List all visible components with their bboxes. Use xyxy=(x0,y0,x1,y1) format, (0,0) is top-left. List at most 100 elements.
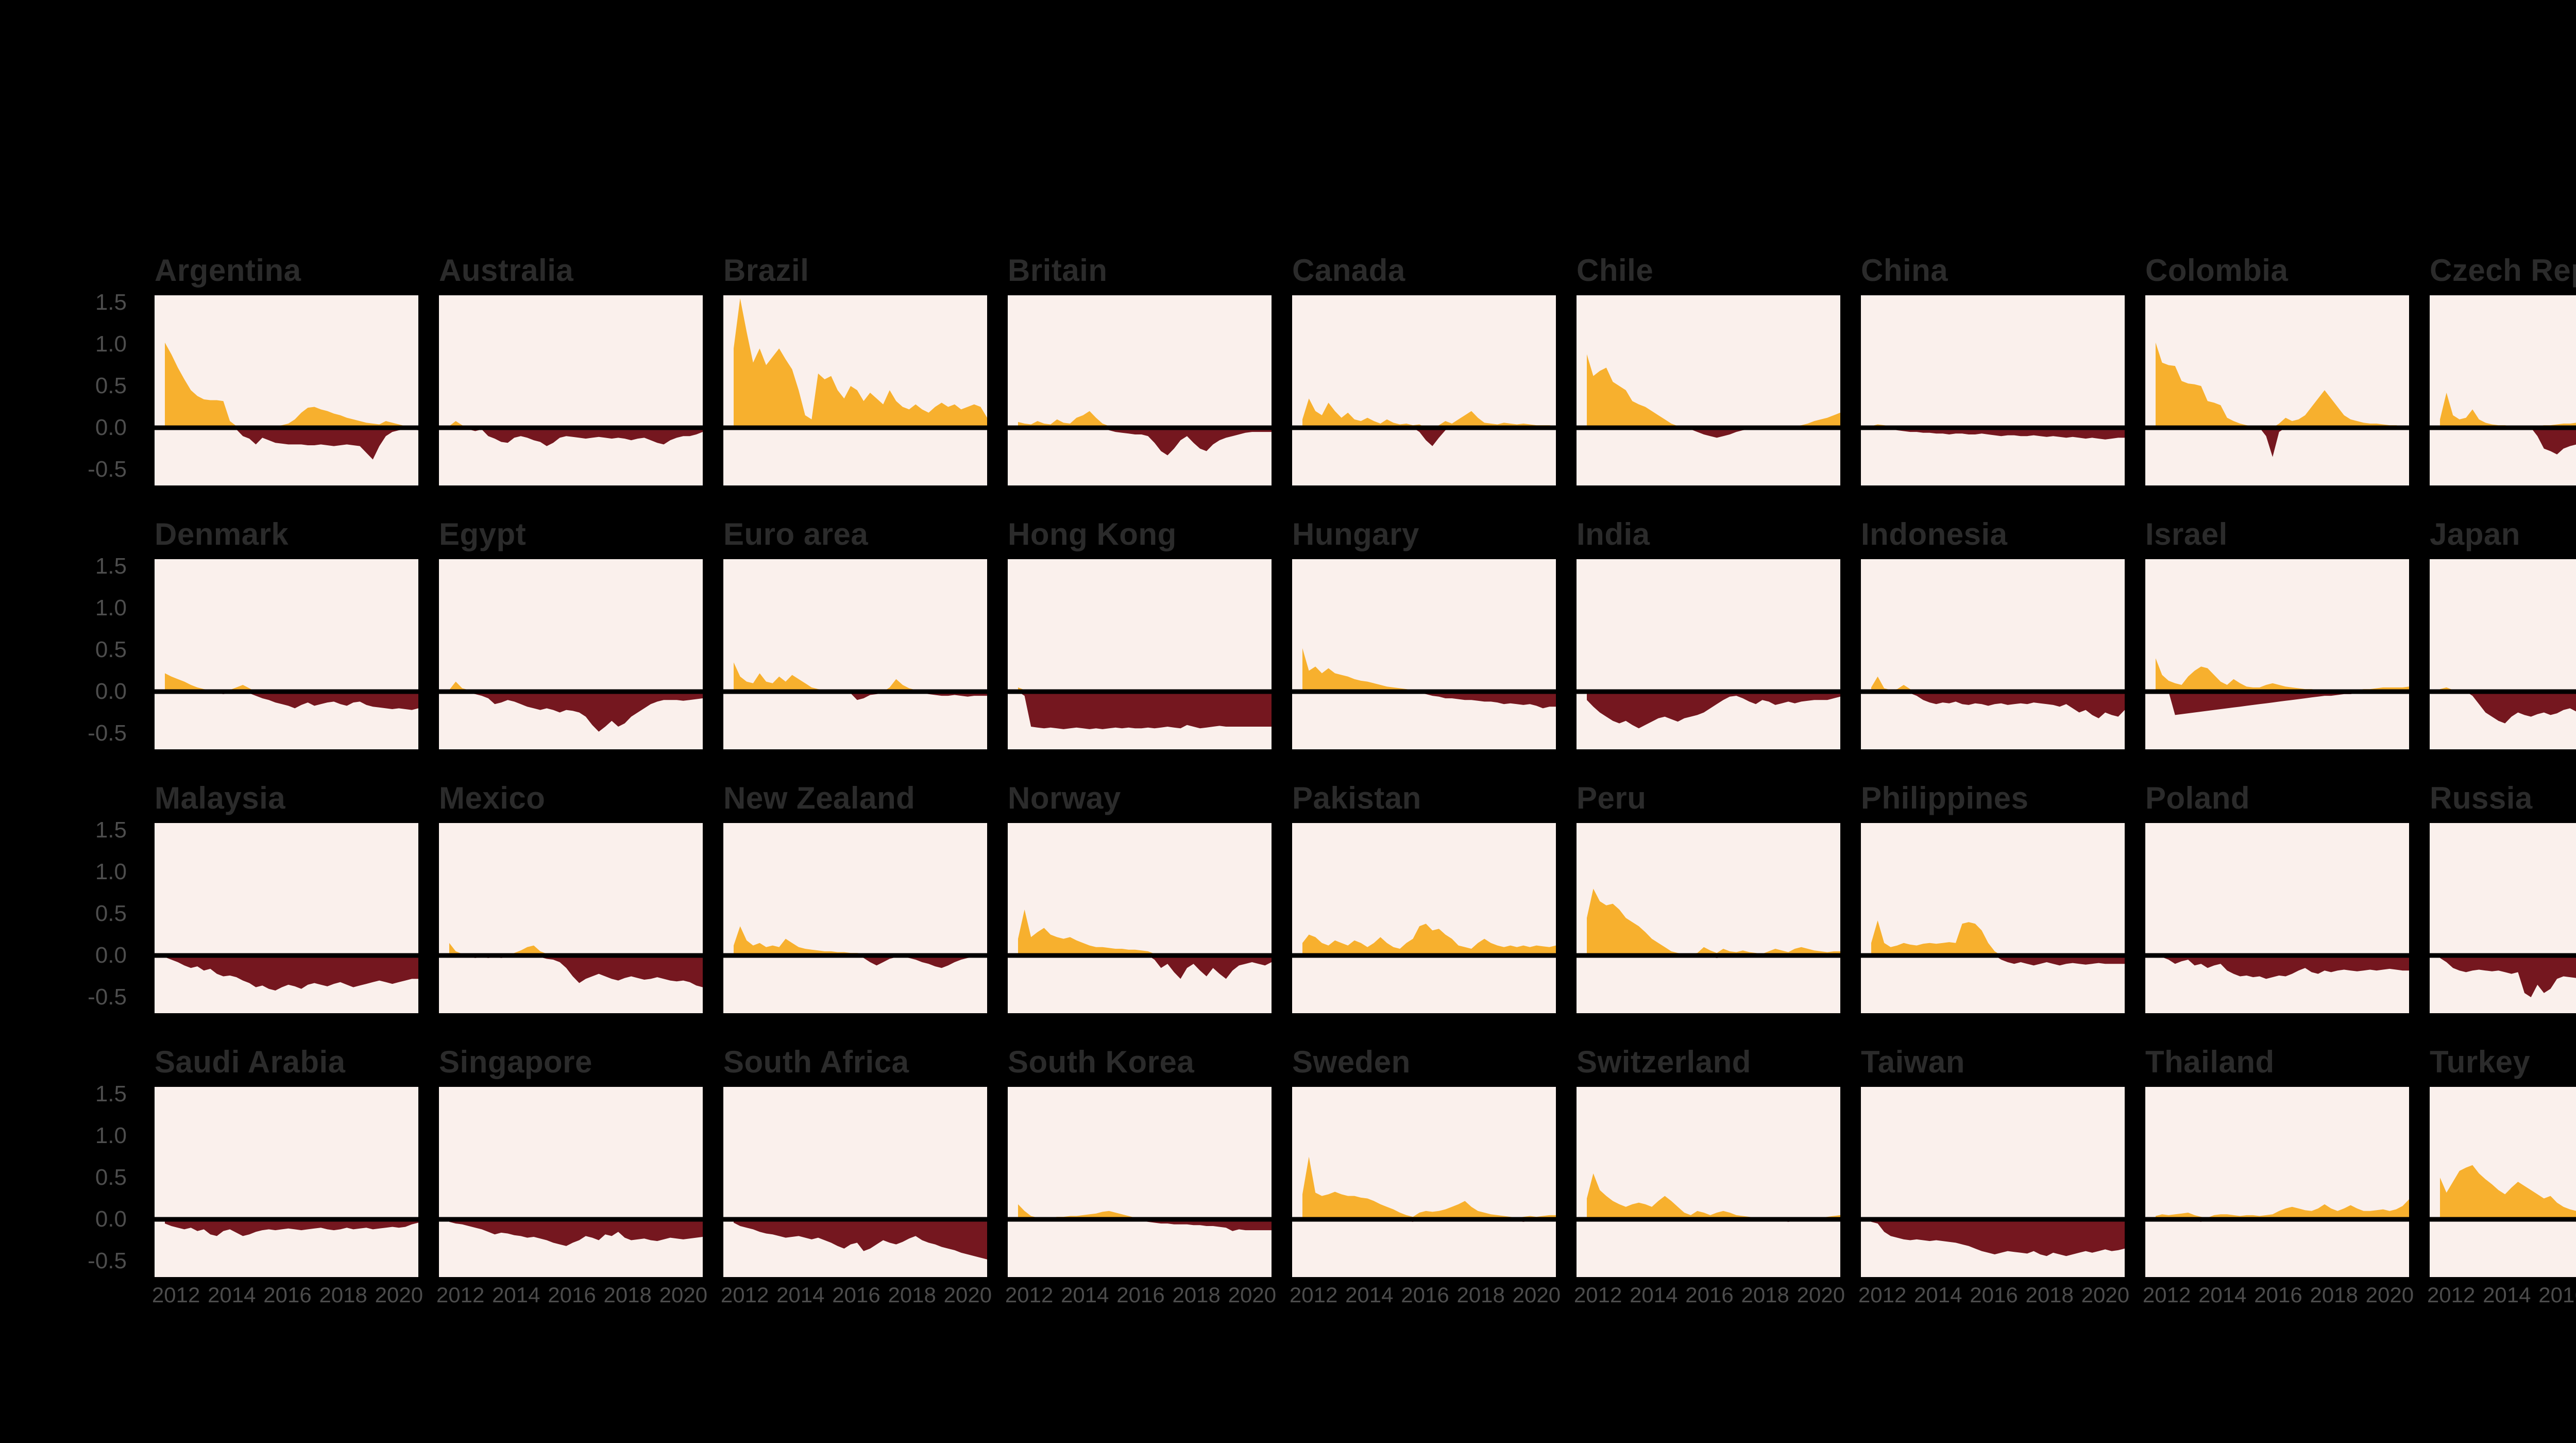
x-tick-label: 2020 xyxy=(2365,1283,2414,1307)
y-tick-label: 0.5 xyxy=(95,901,127,926)
positive-area xyxy=(1587,888,1840,955)
y-tick-label: 1.5 xyxy=(95,290,127,315)
x-tick-label: 2012 xyxy=(2427,1283,2476,1307)
negative-area xyxy=(1302,692,1556,709)
panel-title: Malaysia xyxy=(155,781,286,815)
y-tick-label: 0.0 xyxy=(95,1206,127,1232)
negative-area xyxy=(734,1219,987,1260)
panel-title: Britain xyxy=(1008,253,1108,288)
x-tick-label: 2018 xyxy=(888,1283,936,1307)
x-tick-label: 2020 xyxy=(659,1283,708,1307)
panel-title: Hungary xyxy=(1292,517,1419,551)
x-tick-label: 2012 xyxy=(151,1283,200,1307)
area-chart xyxy=(2145,295,2409,485)
x-tick-label: 2016 xyxy=(1116,1283,1165,1307)
x-tick-label: 2020 xyxy=(2081,1283,2130,1307)
x-tick-label: 2018 xyxy=(603,1283,652,1307)
panel-philippines: Philippines xyxy=(1861,777,2125,1013)
y-tick-label: -0.5 xyxy=(88,457,127,482)
y-tick-label: 1.5 xyxy=(95,1081,127,1106)
negative-area xyxy=(165,692,418,710)
area-chart xyxy=(1008,1087,1272,1277)
x-tick-label: 2016 xyxy=(2254,1283,2302,1307)
negative-area xyxy=(2156,955,2409,979)
chart-header xyxy=(0,0,2576,249)
y-tick-label: 1.0 xyxy=(95,859,127,884)
negative-area xyxy=(165,428,418,460)
panel-poland: Poland xyxy=(2145,777,2409,1013)
panel-switzerland: Switzerland 2012 2014 2016 2018 2020 xyxy=(1574,1041,1845,1307)
y-tick-label: 1.5 xyxy=(95,553,127,579)
area-chart xyxy=(723,559,987,749)
area-chart xyxy=(2145,823,2409,1013)
positive-area xyxy=(1018,1204,1272,1219)
area-chart xyxy=(1861,559,2125,749)
panel-title: Brazil xyxy=(723,253,809,288)
negative-area xyxy=(2440,1219,2576,1254)
negative-area xyxy=(1871,1219,2125,1256)
y-tick-label: 0.0 xyxy=(95,415,127,440)
negative-area xyxy=(1871,428,2125,440)
panel-new-zealand: New Zealand xyxy=(723,777,987,1013)
panel-pakistan: Pakistan xyxy=(1292,777,1556,1013)
x-tick-label: 2012 xyxy=(2142,1283,2191,1307)
panel-title: Poland xyxy=(2145,781,2250,815)
panel-title: Norway xyxy=(1008,781,1121,815)
panel-chile: Chile xyxy=(1577,249,1840,485)
area-chart xyxy=(1577,295,1840,485)
x-axis-tick-labels: 2012 2014 2016 2018 2020 xyxy=(1005,1283,1276,1314)
x-tick-label: 2016 xyxy=(1685,1283,1734,1307)
x-tick-label: 2018 xyxy=(1741,1283,1789,1307)
negative-area xyxy=(2156,692,2409,715)
positive-area xyxy=(2156,1199,2409,1219)
panel-hong-kong: Hong Kong xyxy=(1008,513,1272,749)
panel-title: Switzerland xyxy=(1577,1045,1751,1079)
panel-singapore: Singapore 2012 2014 2016 2018 2020 xyxy=(436,1041,707,1307)
x-tick-label: 2016 xyxy=(1970,1283,2018,1307)
panel-title: Sweden xyxy=(1292,1045,1411,1079)
panel-israel: Israel xyxy=(2145,513,2409,749)
negative-area xyxy=(734,955,987,968)
y-tick-label: 1.0 xyxy=(95,331,127,357)
area-chart xyxy=(439,1087,703,1277)
y-axis-tick-labels: 1.5 1.0 0.5 0.0 -0.5 xyxy=(0,290,134,485)
x-tick-label: 2020 xyxy=(375,1283,423,1307)
panel-title: Colombia xyxy=(2145,253,2289,288)
positive-area xyxy=(734,298,987,428)
panel-indonesia: Indonesia xyxy=(1861,513,2125,749)
negative-area xyxy=(1587,428,1840,438)
area-chart xyxy=(147,1087,418,1277)
y-axis-spacer xyxy=(0,777,134,823)
negative-area xyxy=(1018,428,1272,456)
y-axis-tick-labels: 1.5 1.0 0.5 0.0 -0.5 xyxy=(0,553,134,749)
negative-area xyxy=(449,955,703,987)
panel-india: India xyxy=(1577,513,1840,749)
panel-taiwan: Taiwan 2012 2014 2016 2018 2020 xyxy=(1858,1041,2129,1307)
y-tick-label: 0.0 xyxy=(95,943,127,968)
panel-title: Euro area xyxy=(723,517,869,551)
x-tick-label: 2016 xyxy=(263,1283,312,1307)
area-chart xyxy=(439,559,703,749)
panel-title: Peru xyxy=(1577,781,1647,815)
panel-title: South Africa xyxy=(723,1045,909,1079)
y-tick-label: 0.0 xyxy=(95,679,127,704)
panel-title: Pakistan xyxy=(1292,781,1421,815)
negative-area xyxy=(165,1219,418,1236)
x-tick-label: 2016 xyxy=(1401,1283,1449,1307)
positive-area xyxy=(1871,920,2125,955)
x-tick-label: 2014 xyxy=(1345,1283,1394,1307)
positive-area xyxy=(1302,924,1556,955)
area-chart xyxy=(1292,1087,1556,1277)
panel-title: South Korea xyxy=(1008,1045,1195,1079)
y-tick-label: 1.5 xyxy=(95,817,127,843)
y-axis-spacer xyxy=(0,513,134,559)
panel-title: Singapore xyxy=(439,1045,592,1079)
negative-area xyxy=(1871,692,2125,718)
panel-colombia: Colombia xyxy=(2145,249,2409,485)
area-chart xyxy=(1008,559,1272,749)
panel-denmark: Denmark xyxy=(147,513,418,749)
area-chart xyxy=(147,559,418,749)
positive-area xyxy=(1302,648,1556,692)
area-chart xyxy=(2145,559,2409,749)
